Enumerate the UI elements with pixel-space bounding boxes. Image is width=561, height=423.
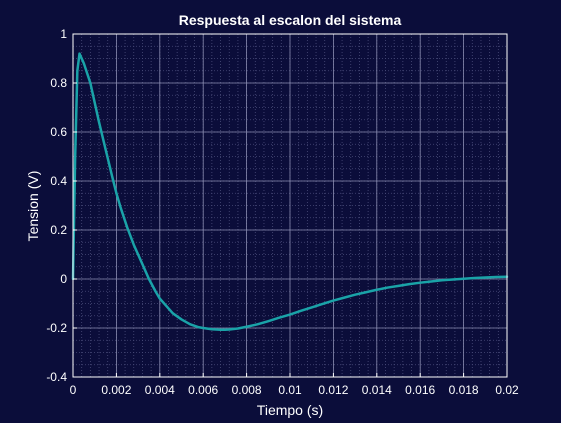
x-tick-label: 0.004 [145,383,175,397]
x-tick-label: 0.006 [188,383,218,397]
x-tick-labels: 0 0.002 0.004 0.006 0.008 0.01 0.012 0.014 0.016… [70,373,519,397]
x-tick-label: 0.002 [101,383,131,397]
y-tick-label: -0.2 [46,321,67,335]
y-tick-labels: -0.4 -0.2 0 0.2 0.4 0.6 0.8 1 [46,27,77,384]
x-tick-label: 0.008 [232,383,262,397]
x-tick-label: 0.012 [318,383,348,397]
x-tick-label: 0.014 [362,383,392,397]
x-tick-label: 0.02 [495,383,519,397]
y-tick-label: 0.2 [50,223,67,237]
x-tick-label: 0.01 [278,383,302,397]
series-line [71,52,509,331]
y-tick-label: 0.8 [50,76,67,90]
x-tick-label: 0 [70,383,77,397]
y-tick-label: 1 [60,27,67,41]
y-tick-label: 0.6 [50,125,67,139]
y-tick-label: 0.4 [50,174,67,188]
y-tick-label: 0 [60,272,67,286]
x-axis-label: Tiempo (s) [257,402,323,418]
y-tick-label: -0.4 [46,370,67,384]
chart-title: Respuesta al escalon del sistema [179,12,402,28]
x-tick-label: 0.018 [449,383,479,397]
y-axis-label: Tension (V) [25,171,41,242]
x-tick-label: 0.016 [405,383,435,397]
